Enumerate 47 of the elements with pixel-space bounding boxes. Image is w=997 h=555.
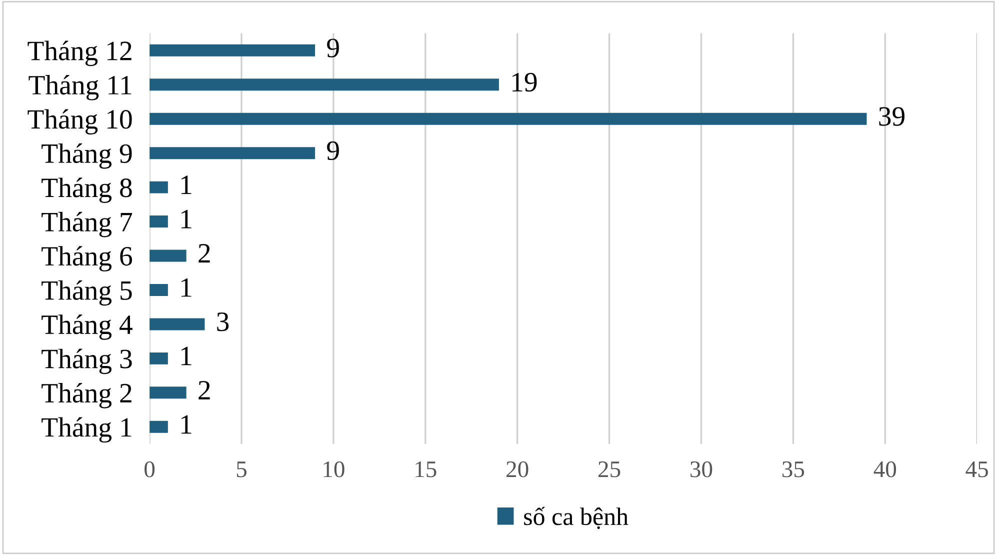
y-tick-label: Tháng 6: [42, 246, 132, 272]
data-label: 2: [198, 380, 210, 400]
x-tick-label: 5: [236, 462, 246, 478]
y-tick-label: Tháng 10: [28, 109, 132, 135]
data-label: 9: [327, 141, 339, 160]
bar: [150, 216, 168, 228]
x-tick-label: 45: [966, 462, 988, 478]
data-label: 1: [181, 278, 192, 297]
data-label: 1: [181, 346, 192, 366]
y-tick-label: Tháng 12: [28, 40, 132, 66]
bar: [150, 78, 499, 91]
y-tick-label: Tháng 11: [28, 74, 132, 100]
y-tick-label: Tháng 7: [42, 212, 132, 238]
bar: [150, 386, 186, 399]
x-tick-label: 10: [324, 461, 344, 478]
data-label: 39: [879, 107, 904, 126]
x-tick-label: 35: [782, 461, 804, 478]
data-label: 9: [327, 38, 339, 58]
data-label: 19: [512, 72, 537, 92]
bar: [150, 250, 186, 262]
data-label: 1: [181, 210, 192, 228]
x-tick-label: 20: [506, 461, 528, 478]
bar: [150, 181, 168, 194]
bar: [150, 318, 205, 330]
x-tick-label: 25: [598, 461, 620, 478]
x-tick-label: 30: [690, 461, 712, 478]
data-label: 2: [198, 244, 210, 262]
bar: [150, 147, 316, 160]
y-tick-label: Tháng 2: [42, 383, 132, 408]
data-label: 1: [181, 176, 192, 194]
y-tick-label: Tháng 8: [42, 178, 132, 203]
legend-label: số ca bệnh: [524, 506, 628, 530]
bar: [150, 352, 168, 364]
y-tick-label: Tháng 3: [42, 348, 132, 374]
data-label: 1: [181, 415, 192, 434]
bar: [150, 284, 168, 296]
x-tick-label: 15: [416, 461, 436, 478]
bar: [150, 44, 316, 56]
x-tick-label: 40: [874, 461, 896, 478]
x-tick-label: 0: [144, 461, 155, 478]
y-tick-label: Tháng 5: [42, 280, 132, 306]
bar: [150, 112, 867, 125]
bar: [150, 420, 168, 433]
y-tick-label: Tháng 4: [42, 314, 132, 340]
y-tick-label: Tháng 1: [42, 417, 132, 443]
data-label: 3: [217, 312, 229, 332]
y-tick-label: Tháng 9: [42, 143, 132, 169]
